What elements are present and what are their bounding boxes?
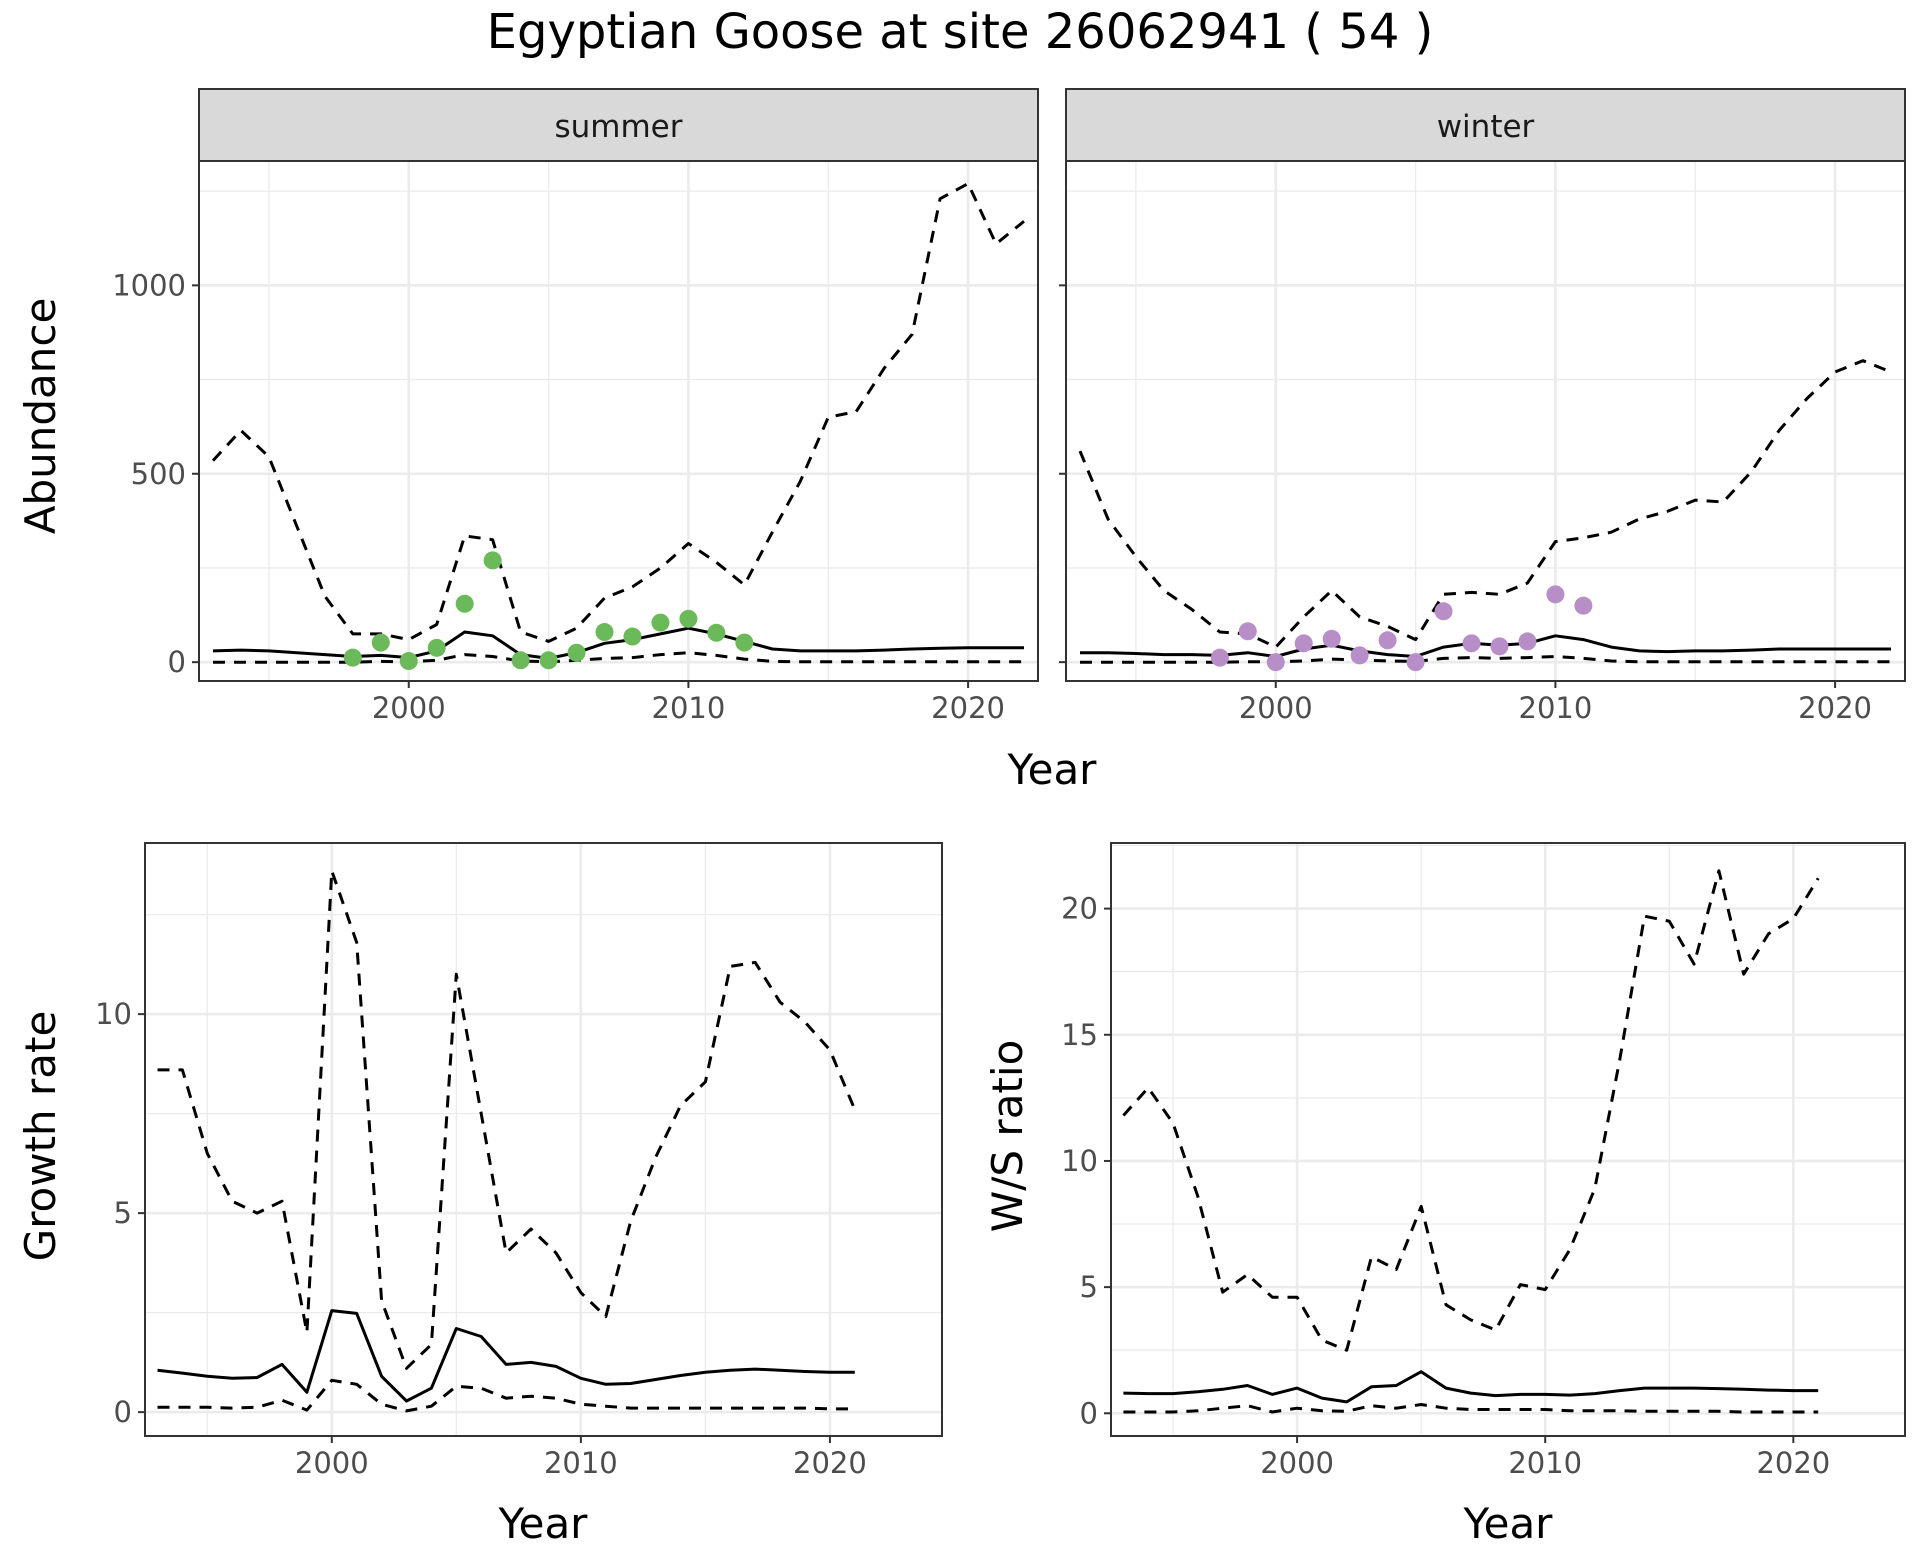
observed-point: [343, 648, 362, 667]
observed-point: [679, 609, 698, 628]
observed-point: [651, 613, 670, 632]
x-axis-title-growth-rate: Year: [498, 1499, 589, 1548]
plot-area-ws-ratio: 2000 2010 2020 0 5 10 15 20: [1061, 842, 1906, 1480]
observed-point: [623, 627, 642, 646]
panel-growth-rate: 2000 2010 2020 0 5 10 Growth rate Year: [16, 842, 943, 1548]
observed-point: [1546, 585, 1565, 604]
y-tick-label: 0: [1080, 1396, 1098, 1430]
y-tick-label: 5: [114, 1196, 132, 1230]
figure-title: Egyptian Goose at site 26062941 ( 54 ): [487, 4, 1434, 60]
observed-point: [1574, 596, 1593, 615]
observed-point: [567, 643, 586, 662]
observed-point: [1322, 629, 1341, 648]
observed-point: [1406, 653, 1425, 672]
panel-border: [1110, 842, 1906, 1437]
plot-area-winter: 2000 2010 2020: [1059, 160, 1906, 725]
panel-background: [145, 843, 942, 1436]
observed-point: [455, 594, 474, 613]
y-tick-label: 10: [95, 997, 132, 1031]
bound-line-1: [1078, 359, 1892, 649]
bound-line-1: [211, 182, 1025, 643]
strip-summer: [198, 88, 1039, 162]
observed-point: [1350, 646, 1369, 665]
x-tick-label: 2010: [652, 691, 726, 725]
y-axis-title-abundance: Abundance: [16, 298, 65, 535]
observed-point: [1238, 622, 1257, 641]
plot-area-growth-rate: 2000 2010 2020 0 5 10: [95, 842, 943, 1480]
x-tick-label: 2020: [1756, 1446, 1830, 1480]
observed-point: [1434, 602, 1453, 621]
bound-line-2: [1123, 1403, 1819, 1414]
x-tick-label: 2000: [372, 691, 446, 725]
y-axis-title-growth-rate: Growth rate: [16, 1011, 65, 1262]
panel-border: [1065, 160, 1906, 682]
observed-point: [1294, 634, 1313, 653]
y-axis-title-ws-ratio: W/S ratio: [983, 1040, 1032, 1233]
y-tick-label: 5: [1080, 1270, 1098, 1304]
observed-point: [427, 638, 446, 657]
x-tick-label: 2000: [1239, 691, 1313, 725]
y-tick-label: 0: [168, 645, 186, 679]
x-tick-label: 2010: [1519, 691, 1593, 725]
panel-winter: winter 2000 2010 2020: [1059, 88, 1906, 725]
x-tick-label: 2020: [1798, 691, 1872, 725]
x-axis-title-top: Year: [1007, 745, 1098, 794]
y-tick-label: 500: [131, 457, 186, 491]
panel-summer: summer 2000 2010 2020 0 500 1000: [112, 88, 1039, 725]
x-tick-label: 2000: [295, 1446, 369, 1480]
bound-line-1: [1122, 869, 1820, 1352]
y-tick-label: 1000: [112, 268, 186, 302]
observed-point: [1490, 637, 1509, 656]
x-axis-title-ws-ratio: Year: [1463, 1499, 1554, 1548]
observed-point: [399, 652, 418, 671]
observed-point: [1518, 632, 1537, 651]
panel-border: [144, 842, 943, 1437]
panel-background: [1111, 843, 1905, 1436]
strip-label-winter: winter: [1437, 109, 1535, 145]
strip-label-summer: summer: [554, 109, 682, 145]
y-tick-label: 15: [1061, 1018, 1098, 1052]
bound-line-2: [157, 1378, 855, 1413]
observed-point: [539, 651, 558, 670]
x-tick-label: 2010: [1508, 1446, 1582, 1480]
observed-point: [595, 623, 614, 642]
panel-background: [1066, 161, 1905, 681]
bound-line-1: [157, 869, 857, 1370]
panel-border: [198, 160, 1039, 682]
observed-point: [483, 551, 502, 570]
observed-point: [1210, 648, 1229, 667]
panel-ws-ratio: 2000 2010 2020 0 5 10 15 20 W/S ratio Year: [983, 842, 1906, 1548]
y-tick-label: 0: [114, 1395, 132, 1429]
plot-area-summer: 2000 2010 2020 0 500 1000: [112, 160, 1039, 725]
x-tick-label: 2010: [544, 1446, 618, 1480]
estimate-line: [1123, 1370, 1819, 1404]
y-tick-label: 10: [1061, 1144, 1098, 1178]
x-tick-label: 2000: [1260, 1446, 1334, 1480]
observed-point: [371, 633, 390, 652]
observed-point: [1266, 653, 1285, 672]
strip-winter: [1065, 88, 1906, 162]
x-tick-label: 2020: [931, 691, 1005, 725]
estimate-line: [157, 1309, 855, 1403]
observed-point: [1462, 634, 1481, 653]
panel-background: [199, 161, 1038, 681]
x-tick-label: 2020: [793, 1446, 867, 1480]
observed-point: [1378, 631, 1397, 650]
observed-point: [511, 651, 530, 670]
observed-point: [707, 623, 726, 642]
y-tick-label: 20: [1061, 892, 1098, 926]
observed-point: [735, 633, 754, 652]
